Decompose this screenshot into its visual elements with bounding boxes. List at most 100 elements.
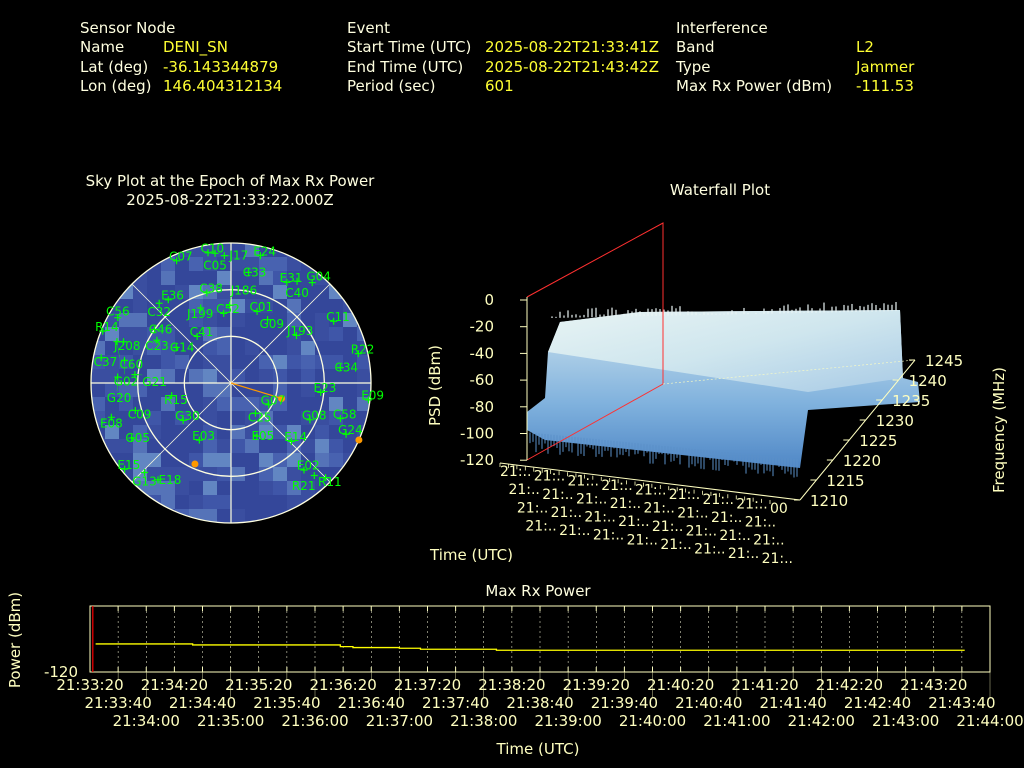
sky-cell xyxy=(357,467,371,481)
sky-cell xyxy=(119,509,133,523)
satellite-marker-c34 xyxy=(336,364,344,372)
event-value: 2025-08-22T21:33:41Z xyxy=(485,38,659,57)
satellite-label-e23: E23 xyxy=(314,381,337,395)
sensor-label: Lon (deg) xyxy=(80,76,152,95)
sky-cell xyxy=(287,411,301,425)
highlight-marker xyxy=(355,436,363,444)
satellite-marker-e09 xyxy=(364,396,372,404)
y-axis-label: Power (dBm) xyxy=(6,592,24,688)
satellite-leader-line xyxy=(229,297,232,306)
time-tick-label: 21:.. xyxy=(669,487,700,503)
sensor-heading: Sensor Node xyxy=(80,19,176,37)
sky-cell xyxy=(217,509,231,523)
satellite-label-c58: C58 xyxy=(333,407,357,421)
x-tick-label: 21:35:00 xyxy=(197,712,264,730)
sky-cell xyxy=(203,453,217,467)
sky-cell xyxy=(175,453,189,467)
satellite-marker-c46 xyxy=(151,325,159,333)
time-tick-label: 00 xyxy=(770,501,788,517)
time-tick-label: 21:.. xyxy=(500,464,531,480)
sky-cell xyxy=(175,397,189,411)
satellite-marker-c25 xyxy=(251,409,259,417)
sky-cell xyxy=(189,257,203,271)
time-tick-label: 21:.. xyxy=(762,551,793,567)
sky-cell xyxy=(133,453,147,467)
sky-cell xyxy=(273,467,287,481)
satellite-label-c23: C23 xyxy=(145,339,169,353)
sky-cell xyxy=(259,397,273,411)
sky-cell xyxy=(217,313,231,327)
sky-cell xyxy=(357,509,371,523)
sky-cell xyxy=(301,271,315,285)
sky-cell xyxy=(259,481,273,495)
satellite-marker-g24 xyxy=(342,430,350,438)
y-tick-label: -120 xyxy=(44,663,78,681)
jammer-direction-line xyxy=(230,382,282,400)
sky-cell xyxy=(91,383,105,397)
max-power-title: Max Rx Power xyxy=(485,582,591,600)
sky-cell xyxy=(119,243,133,257)
satellite-label-j199: J199 xyxy=(186,307,213,321)
frequency-tick-label: 1225 xyxy=(859,432,897,450)
satellite-label-g13: G13 xyxy=(132,475,157,489)
sky-cell xyxy=(147,439,161,453)
sky-cell xyxy=(161,467,175,481)
sky-cell xyxy=(245,509,259,523)
sky-cell xyxy=(217,453,231,467)
satellite-label-c10: C10 xyxy=(200,242,224,256)
sky-cell xyxy=(147,271,161,285)
interference-row: Type Jammer xyxy=(676,58,914,77)
sky-cell xyxy=(273,411,287,425)
interference-label: Band xyxy=(676,38,715,57)
x-tick-label: 21:37:00 xyxy=(366,712,433,730)
sky-cell xyxy=(203,495,217,509)
x-tick-label: 21:34:20 xyxy=(141,676,208,694)
sky-cell xyxy=(189,299,203,313)
sky-cell xyxy=(287,285,301,299)
interference-info: Interference Band L2 Type Jammer Max Rx Powe… xyxy=(676,19,914,96)
x-tick-label: 21:41:40 xyxy=(759,694,826,712)
satellite-label-g20: G20 xyxy=(107,391,132,405)
satellite-marker-c09 xyxy=(131,406,139,414)
satellite-label-g04: G04 xyxy=(306,269,331,283)
satellite-label-r22: R22 xyxy=(351,342,375,356)
satellite-marker-e18 xyxy=(154,476,162,484)
sky-cell xyxy=(301,355,315,369)
sky-cell xyxy=(259,495,273,509)
z-tick-label: -80 xyxy=(470,398,495,416)
sky-cell xyxy=(105,257,119,271)
sky-cell xyxy=(91,453,105,467)
satellite-marker-e24 xyxy=(256,252,264,260)
sky-cell xyxy=(259,425,273,439)
sky-cell xyxy=(315,243,329,257)
satellite-label-e08: E08 xyxy=(100,416,123,430)
sky-cell xyxy=(245,425,259,439)
satellite-label-c11: C11 xyxy=(326,310,350,324)
time-tick-label: 21:.. xyxy=(568,473,599,489)
sky-cell xyxy=(343,383,357,397)
x-tick-label: 21:33:20 xyxy=(56,676,123,694)
x-tick-label: 21:34:40 xyxy=(169,694,236,712)
satellite-marker-g30 xyxy=(179,416,187,424)
sky-cell xyxy=(273,481,287,495)
sky-cell xyxy=(147,355,161,369)
sky-cell xyxy=(245,299,259,313)
z-tick-label: -20 xyxy=(470,318,495,336)
sky-cell xyxy=(147,481,161,495)
sky-cell xyxy=(105,341,119,355)
x-tick-label: 21:41:20 xyxy=(731,676,798,694)
interference-row: Band L2 xyxy=(676,38,874,57)
sky-cell xyxy=(343,495,357,509)
x-tick-label: 21:33:40 xyxy=(84,694,151,712)
azimuth-line xyxy=(230,283,331,384)
satellite-marker-c32 xyxy=(155,299,163,307)
sky-cell xyxy=(245,453,259,467)
azimuth-line xyxy=(230,382,331,483)
frequency-tick-label: 1215 xyxy=(826,472,864,490)
sky-cell xyxy=(217,271,231,285)
sky-cell xyxy=(119,327,133,341)
x-tick-label: 21:43:40 xyxy=(928,694,995,712)
sky-cell xyxy=(357,369,371,383)
sky-cell xyxy=(287,327,301,341)
